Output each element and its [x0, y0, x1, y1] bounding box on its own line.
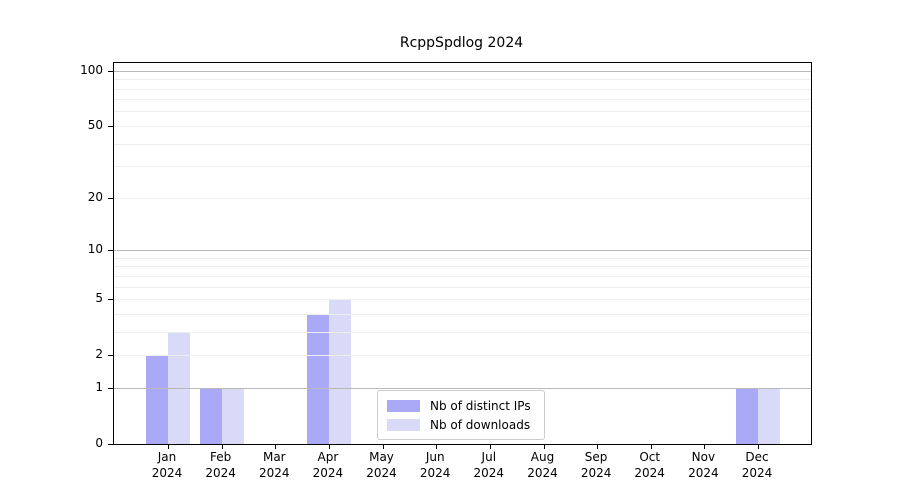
bar-nb-of-downloads-dec: [757, 387, 780, 444]
gridline-minor: [114, 299, 811, 300]
x-tick-mark: [597, 444, 599, 449]
gridline-minor: [114, 88, 811, 90]
gridline-minor: [114, 111, 811, 113]
y-tick-label: 2: [95, 347, 103, 362]
y-tick-label: 1: [95, 379, 103, 394]
bar-nb-of-distinct-ips-jan: [146, 355, 168, 444]
y-tick-mark: [108, 355, 114, 357]
legend-label-distinct-ips: Nb of distinct IPs: [430, 398, 531, 413]
y-tick-mark: [108, 250, 114, 251]
x-tick-label-nov: Nov 2024: [688, 450, 719, 480]
gridline-minor: [114, 143, 811, 145]
x-tick-label-apr: Apr 2024: [312, 450, 344, 480]
legend-row-downloads: Nb of downloads: [387, 415, 536, 434]
x-tick-mark: [328, 444, 330, 449]
x-tick-label-jun: Jun 2024: [419, 450, 451, 480]
legend: Nb of distinct IPs Nb of downloads: [377, 390, 545, 440]
x-tick-label-oct: Oct 2024: [634, 450, 665, 480]
gridline-minor: [114, 275, 811, 277]
y-tick-mark: [108, 70, 114, 72]
gridline-minor: [114, 197, 811, 199]
gridline-minor: [114, 286, 811, 288]
gridline-minor: [114, 331, 811, 333]
y-tick-mark: [108, 387, 114, 389]
legend-swatch-distinct-ips: [387, 399, 420, 412]
y-tick-mark: [108, 197, 114, 199]
gridline-major: [114, 250, 811, 251]
x-tick-label-jul: Jul 2024: [473, 450, 505, 480]
bar-nb-of-distinct-ips-feb: [199, 387, 222, 444]
legend-swatch-downloads: [387, 418, 420, 431]
legend-row-distinct-ips: Nb of distinct IPs: [387, 396, 536, 415]
x-tick-label-dec: Dec 2024: [741, 450, 773, 480]
x-tick-label-sep: Sep 2024: [580, 450, 612, 480]
y-tick-label: 10: [87, 242, 103, 256]
gridline-minor: [114, 257, 811, 259]
y-tick-mark: [108, 444, 114, 445]
y-tick-label: 0: [95, 436, 103, 450]
x-tick-mark: [704, 444, 706, 449]
y-tick-mark: [108, 299, 114, 300]
gridline-minor: [114, 313, 811, 315]
x-tick-mark: [543, 444, 545, 449]
bar-nb-of-distinct-ips-dec: [735, 387, 758, 444]
x-tick-mark: [489, 444, 491, 449]
x-tick-mark: [275, 444, 277, 449]
x-tick-label-feb: Feb 2024: [205, 450, 236, 480]
bar-nb-of-downloads-apr: [328, 299, 351, 444]
gridline-minor: [114, 79, 811, 81]
gridline-minor: [114, 355, 811, 357]
y-tick-label: 5: [95, 291, 103, 305]
y-tick-label: 50: [87, 117, 103, 132]
y-tick-label: 20: [87, 189, 103, 204]
x-tick-mark: [758, 444, 759, 449]
gridline-minor: [114, 99, 811, 101]
legend-label-downloads: Nb of downloads: [430, 417, 531, 432]
gridline-major: [114, 70, 811, 72]
y-tick-mark: [108, 125, 114, 127]
bar-nb-of-distinct-ips-apr: [306, 313, 329, 444]
x-tick-label-jan: Jan 2024: [151, 450, 183, 480]
bar-nb-of-downloads-feb: [221, 387, 244, 444]
gridline-minor: [114, 166, 811, 168]
x-tick-mark: [221, 444, 223, 449]
gridline-minor: [114, 266, 811, 268]
x-tick-mark: [168, 444, 169, 449]
chart-title: RcppSpdlog 2024: [399, 35, 524, 51]
gridline-major: [114, 387, 811, 389]
x-tick-label-mar: Mar 2024: [259, 450, 290, 480]
x-tick-mark: [650, 444, 652, 449]
y-tick-label: 100: [80, 62, 103, 77]
x-tick-mark: [382, 444, 384, 449]
gridline-minor: [114, 125, 811, 127]
x-tick-mark: [436, 444, 438, 449]
plot-area: [108, 62, 812, 449]
x-tick-label-may: May 2024: [366, 450, 397, 480]
x-tick-label-aug: Aug 2024: [527, 450, 558, 480]
